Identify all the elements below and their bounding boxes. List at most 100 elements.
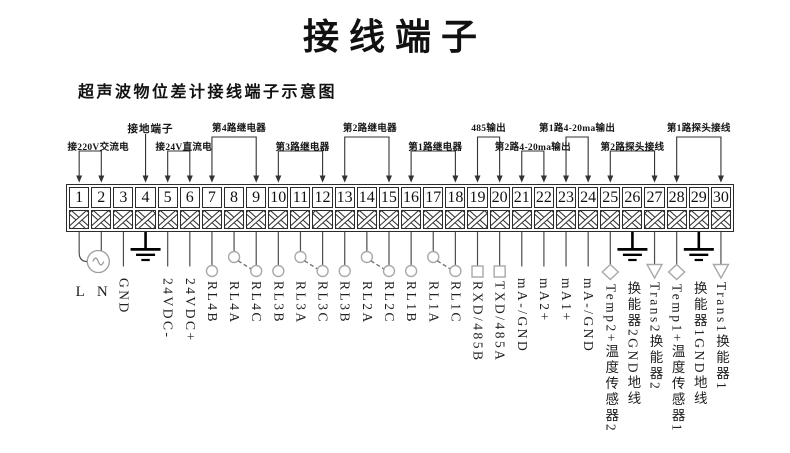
terminal-clamp-17: [423, 210, 444, 229]
bracket-label-1: 接地端子: [127, 124, 174, 135]
terminal-number-6: 6: [179, 187, 200, 208]
bracket-label-9: 第1路4-20ma输出: [539, 124, 616, 134]
terminal-23-label: mA1+: [559, 277, 575, 323]
terminal-number-26: 26: [622, 187, 643, 208]
ground-pointer-line: [142, 134, 149, 183]
terminal-clamp-24: [578, 210, 599, 229]
terminal-number-14: 14: [356, 187, 377, 208]
terminal-clamp-10: [268, 210, 289, 229]
terminal-25-label: Temp2+温度传感器2: [603, 283, 619, 433]
bracket-label-5: 第2路继电器: [342, 124, 397, 134]
terminal-14-label: RL2A: [359, 281, 375, 325]
rs485-terminal-icon: [493, 231, 506, 278]
terminal-number-28: 28: [666, 187, 687, 208]
diagram-subtitle: 超声波物位差计接线端子示意图: [78, 84, 338, 101]
terminal-12-label: RL3C: [315, 281, 331, 325]
bracket: [164, 150, 193, 183]
terminal-number-21: 21: [511, 187, 532, 208]
bracket-label-11: 第1路探头接线: [666, 124, 731, 134]
terminal-number-18: 18: [445, 187, 466, 208]
terminal-clamp-21: [511, 210, 532, 229]
relay-contact-icon: [205, 231, 219, 278]
terminal-clamp-26: [622, 210, 643, 229]
terminal-clamp-1: [69, 210, 90, 229]
terminal-5-label: 24VDC-: [160, 277, 176, 340]
terminal-11-label: RL3A: [293, 281, 309, 325]
terminal-number-4: 4: [135, 187, 156, 208]
terminal-clamp-11: [290, 210, 311, 229]
terminal-clamp-6: [179, 210, 200, 229]
bracket-label-10: 第2路探头接线: [600, 143, 665, 153]
terminal-1-label: L: [75, 284, 85, 300]
relay-contact-icon: [338, 231, 351, 278]
relay-contact-icon: [250, 231, 263, 278]
terminal-clamp-13: [334, 210, 355, 229]
bracket: [673, 136, 724, 183]
relay-common-contact-icon: [294, 231, 319, 270]
bracket-label-8: 第2路4-20ma输出: [494, 143, 571, 153]
bracket: [341, 136, 392, 183]
terminal-clamp-8: [223, 210, 245, 229]
terminal-27-label: Trans2换能器2: [647, 281, 663, 391]
bracket-label-0: 接220V交流电: [67, 143, 129, 153]
terminal-22-label: mA2+: [536, 277, 552, 323]
bracket: [76, 150, 105, 183]
bracket-label-2: 接24V直流电: [155, 143, 212, 153]
terminal-number-24: 24: [578, 187, 599, 208]
terminal-18-label: RL1C: [448, 281, 464, 325]
earth-ground-icon: [130, 231, 161, 262]
terminal-clamp-9: [246, 210, 267, 229]
terminal-6-label: 24VDC+: [182, 277, 198, 343]
terminal-number-10: 10: [268, 187, 289, 208]
transducer-icon: [645, 231, 664, 280]
terminal-number-3: 3: [113, 187, 134, 208]
terminal-clamp-7: [201, 210, 222, 229]
terminal-number-5: 5: [157, 187, 178, 208]
terminal-clamp-14: [356, 210, 377, 229]
terminal-clamp-3: [113, 210, 134, 229]
terminal-number-11: 11: [290, 187, 311, 208]
bracket-label-4: 第3路继电器: [275, 143, 330, 153]
terminal-clamp-16: [400, 210, 422, 229]
terminal-clamp-20: [489, 210, 510, 229]
ac-live-wire: [78, 231, 88, 263]
terminal-number-7: 7: [201, 187, 222, 208]
terminal-number-19: 19: [467, 187, 488, 208]
terminal-clamp-23: [555, 210, 577, 229]
temp-sensor-icon: [601, 231, 620, 281]
terminal-24-label: mA-/GND: [581, 277, 597, 353]
terminal-17-label: RL1A: [426, 281, 442, 325]
terminal-number-16: 16: [400, 187, 422, 208]
earth-ground-icon: [617, 231, 648, 262]
terminal-21-label: mA-/GND: [514, 277, 530, 353]
bracket: [208, 136, 260, 183]
terminal-number-8: 8: [223, 187, 245, 208]
terminal-number-15: 15: [378, 187, 399, 208]
terminal-clamp-18: [445, 210, 466, 229]
bracket-label-6: 第1路继电器: [408, 143, 463, 153]
terminal-10-label: RL3B: [271, 281, 287, 325]
terminal-number-30: 30: [710, 187, 731, 208]
temp-sensor-icon: [667, 231, 686, 281]
terminal-number-22: 22: [533, 187, 554, 208]
terminal-8-label: RL4A: [227, 281, 243, 325]
terminal-number-9: 9: [246, 187, 267, 208]
terminal-16-label: RL1B: [404, 281, 420, 325]
terminal-15-label: RL2C: [381, 281, 397, 325]
transducer-icon: [712, 231, 730, 280]
terminal-9-label: RL4C: [249, 281, 265, 325]
bracket: [408, 150, 459, 183]
earth-ground-icon: [683, 231, 714, 262]
terminal-number-29: 29: [688, 187, 709, 208]
terminal-clamp-2: [91, 210, 112, 229]
terminal-26-label: 换能器2GND地线: [625, 281, 641, 407]
terminal-clamp-12: [312, 210, 333, 229]
bracket: [518, 150, 547, 183]
bracket: [607, 150, 658, 183]
terminal-30-label: Trans1换能器1: [713, 281, 729, 391]
bracket-label-7: 485输出: [471, 124, 506, 134]
relay-contact-icon: [449, 231, 462, 278]
terminal-13-label: RL3B: [337, 281, 353, 325]
terminal-strip: 1 2 3 4 5 6 7 8 9 10 11 12 13 14 15 16 17 18 19 20 21 22 23 24 2…: [66, 184, 734, 232]
